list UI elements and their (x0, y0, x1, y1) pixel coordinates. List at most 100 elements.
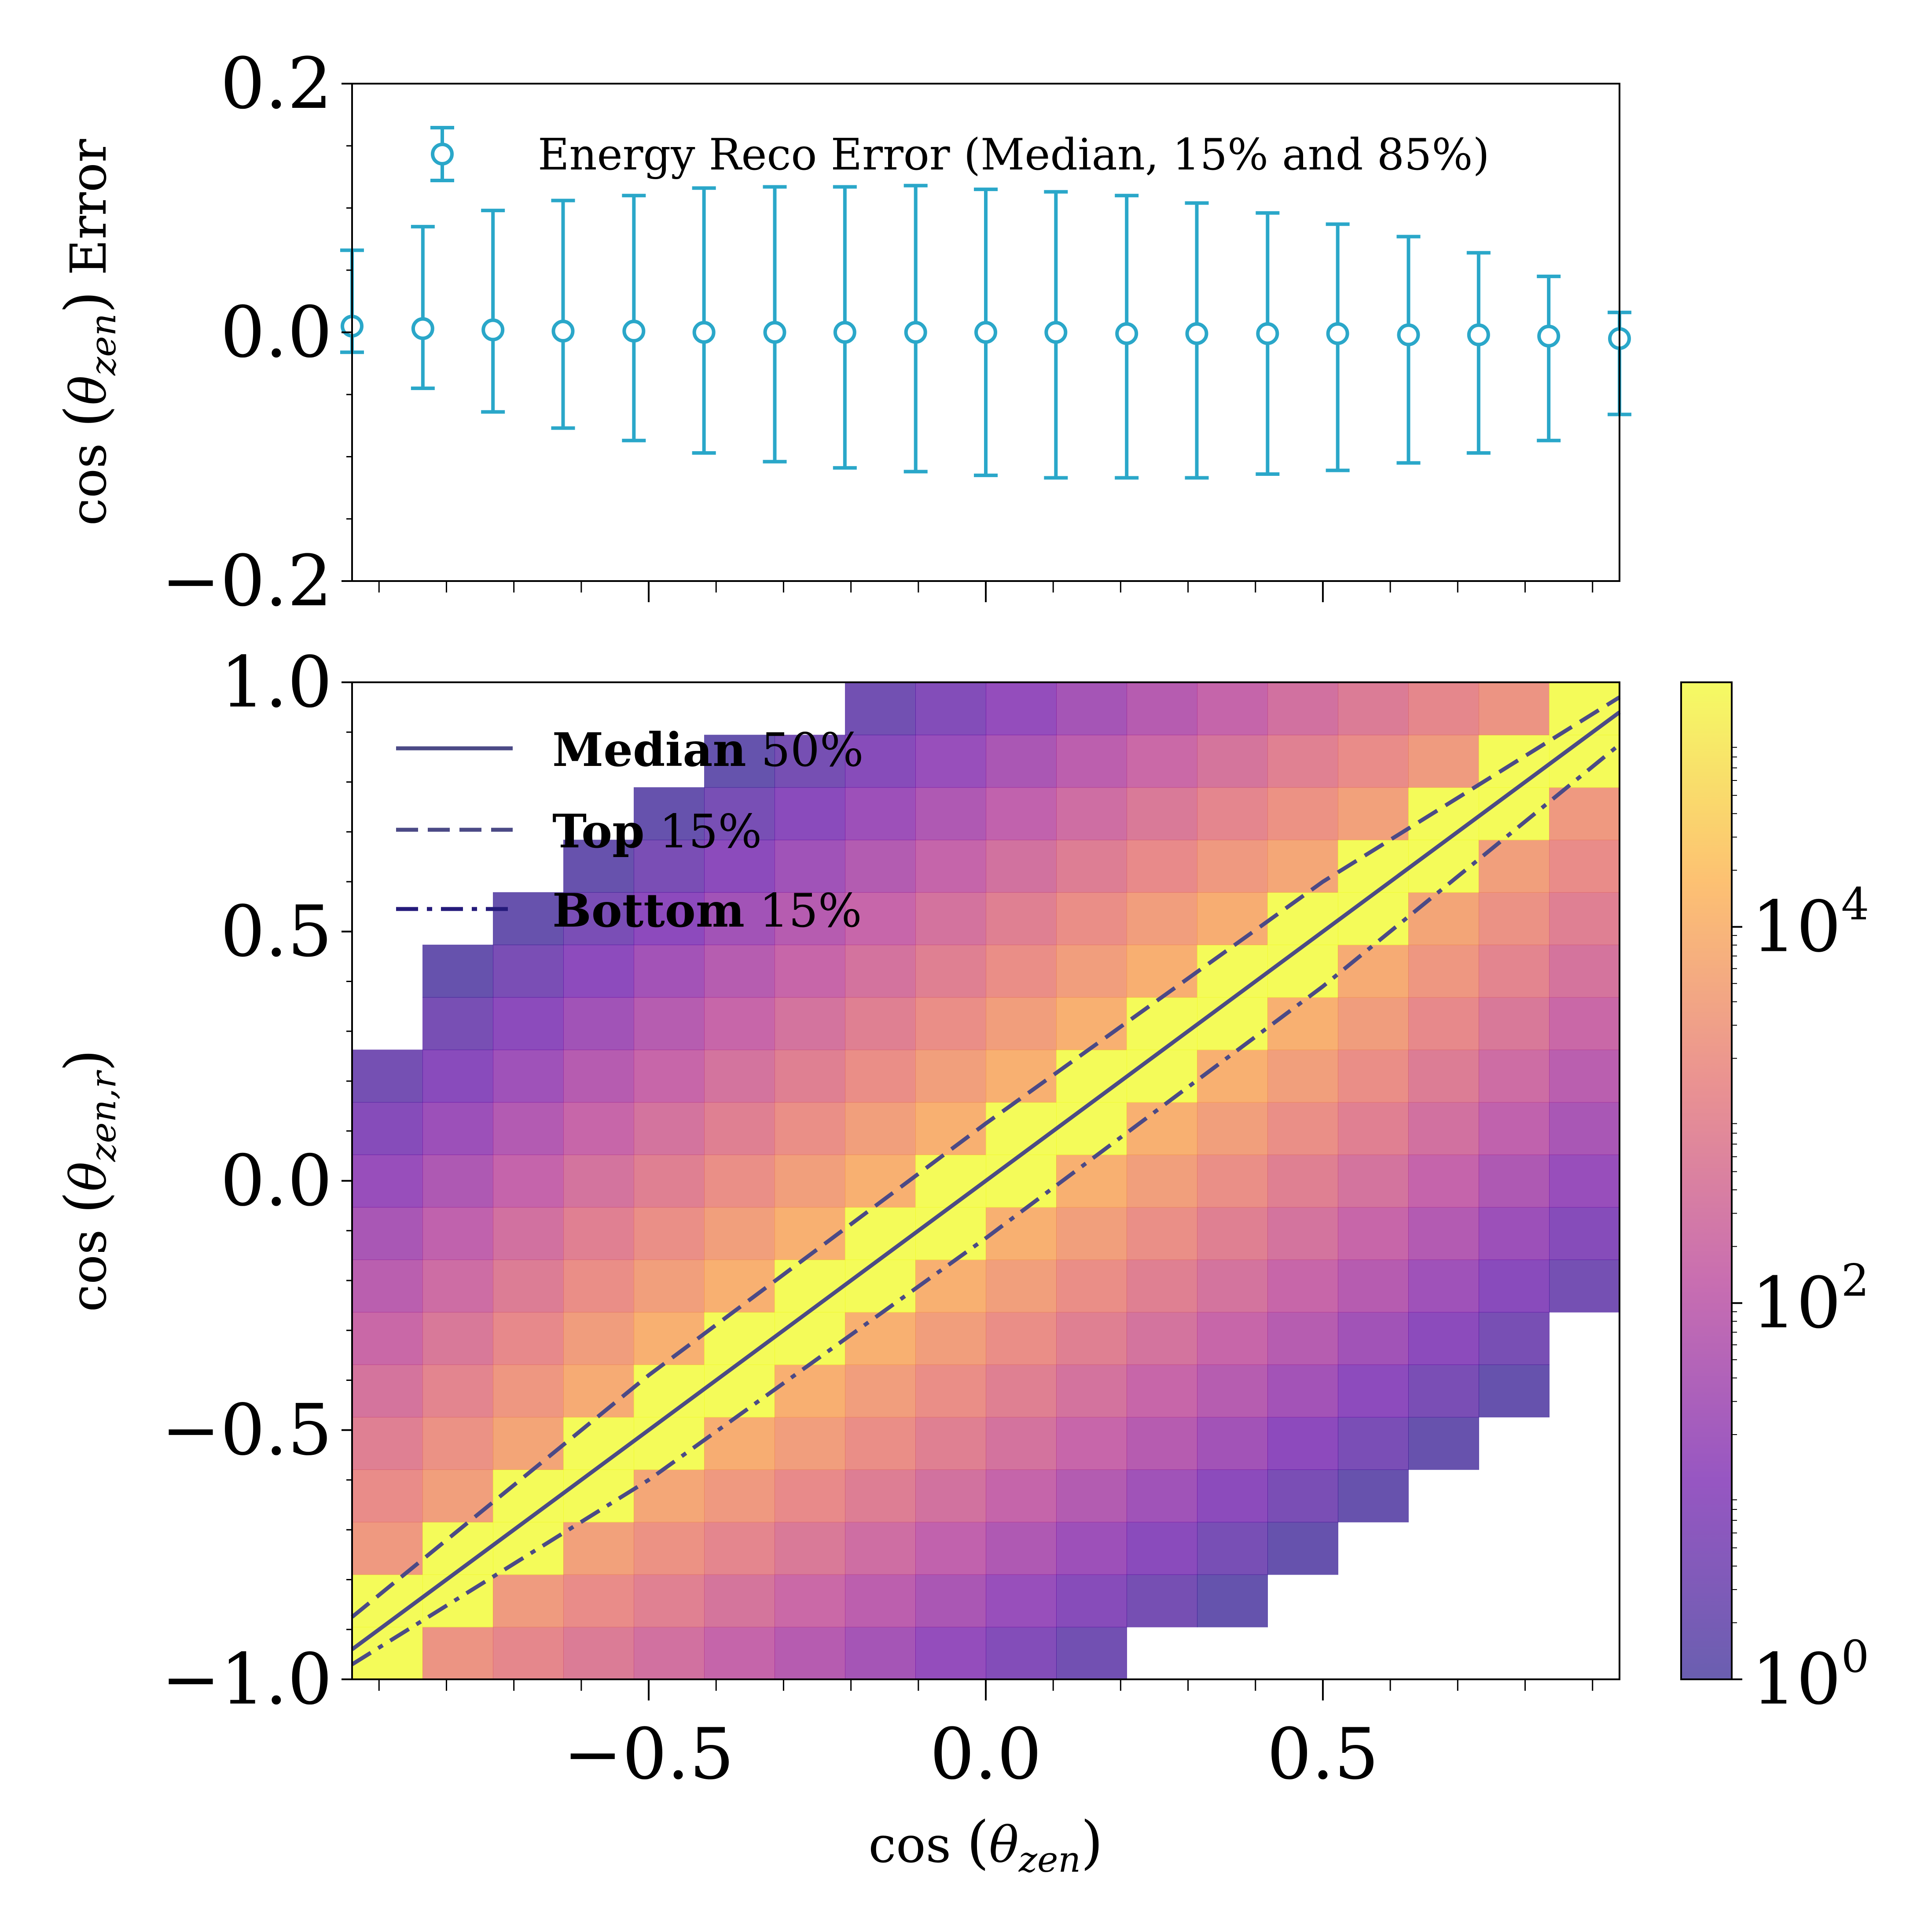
heatmap-cell (1408, 892, 1479, 946)
heatmap-cell (1549, 945, 1620, 998)
heatmap-cell (1197, 1207, 1268, 1260)
heatmap-cell (986, 735, 1057, 788)
heatmap-x-axis-label: cos (θzen) (868, 1809, 1103, 1880)
heatmap-cell (634, 892, 705, 946)
error-bar (833, 185, 857, 470)
heatmap-cell (775, 1259, 845, 1313)
heatmap-cell (986, 997, 1057, 1050)
error-median-marker (551, 320, 575, 343)
heatmap-cell (1056, 839, 1127, 893)
heatmap-cell (775, 997, 845, 1050)
heatmap-cell (563, 1312, 634, 1365)
heatmap-cell (634, 1102, 705, 1155)
heatmap-cell (563, 1049, 634, 1103)
heatmap-cell (775, 1154, 845, 1208)
heatmap-cell (845, 1469, 916, 1523)
heatmap-cell (493, 892, 564, 946)
heatmap-cell (704, 735, 775, 788)
heatmap-cell (1056, 1049, 1127, 1103)
heatmap-cell (704, 1259, 775, 1313)
legend-median-entry: Median 50% (552, 722, 864, 777)
heatmap-cell (915, 1049, 986, 1103)
heatmap-cell (1127, 1207, 1197, 1260)
heatmap-cell (986, 1207, 1057, 1260)
error-ylabel-prefix: cos (60, 443, 118, 526)
heatmap-cell (1479, 892, 1550, 946)
heatmap-cell (1338, 1102, 1409, 1155)
heatmap-cell (704, 1102, 775, 1155)
legend-median-name: Median (552, 722, 746, 777)
heatmap-cell (986, 945, 1057, 998)
heatmap-y-tick-label: 0.0 (220, 1140, 332, 1222)
heatmap-cell (422, 1627, 493, 1680)
error-median-marker (1185, 322, 1208, 345)
heatmap-cell (915, 892, 986, 946)
error-median-marker (1115, 322, 1138, 345)
heatmap-cell (1479, 1102, 1550, 1155)
heatmap-cell (634, 1049, 705, 1103)
heatmap-cell (493, 1154, 564, 1208)
heatmap-cell (986, 1049, 1057, 1103)
heatmap-cell (563, 1207, 634, 1260)
heatmap-cell (1197, 839, 1268, 893)
heatmap-cell (1056, 1364, 1127, 1417)
heatmap-cell (1408, 735, 1479, 788)
heatmap-cell (1127, 1364, 1197, 1417)
heatmap-cell (1408, 839, 1479, 893)
heatmap-cell (1408, 1417, 1479, 1470)
heatmap-cell (845, 997, 916, 1050)
error-bar (1326, 222, 1350, 472)
heatmap-cell (775, 1364, 845, 1417)
heatmap-cell (1549, 997, 1620, 1050)
heatmap-cell (1127, 945, 1197, 998)
heatmap-cell (634, 1627, 705, 1680)
heatmap-cell (1267, 735, 1338, 788)
error-bar (411, 224, 435, 390)
heatmap-cell (422, 1049, 493, 1103)
heatmap-cell (845, 1417, 916, 1470)
heatmap-cell (986, 1417, 1057, 1470)
heatmap-cell (1338, 1364, 1409, 1417)
heatmap-cell (1338, 1312, 1409, 1365)
colorbar-tick-label: 104 (1752, 879, 1869, 968)
error-median-marker (622, 320, 646, 343)
heatmap-cell (704, 892, 775, 946)
heatmap-cell (493, 1627, 564, 1680)
heatmap-cell (493, 1259, 564, 1313)
heatmap-cell (1549, 1102, 1620, 1155)
colorbar-frame (1680, 681, 1733, 1680)
heatmap-cell (1056, 1312, 1127, 1365)
heatmap-cell (775, 1627, 845, 1680)
error-bar (481, 209, 505, 414)
quantile-lines (351, 696, 1621, 1666)
heatmap-cell (1056, 1522, 1127, 1575)
heatmap-cell (845, 1102, 916, 1155)
error-x-axis (378, 581, 1594, 602)
error-median-marker (1044, 321, 1068, 344)
heatmap-cell (634, 1259, 705, 1313)
heatmap-cell (1408, 1364, 1479, 1417)
quantile-line-top (351, 696, 1621, 1619)
heatmap-cell (1267, 1364, 1338, 1417)
heatmap-cell (493, 1417, 564, 1470)
heatmap-y-tick-label: −0.5 (161, 1389, 332, 1471)
heatmap-cell (704, 1364, 775, 1417)
heatmap-cell (1338, 1469, 1409, 1523)
heatmap-cell (1549, 1154, 1620, 1208)
heatmap-cell (845, 892, 916, 946)
heatmap-cell (1338, 682, 1409, 736)
heatmap-cell (422, 997, 493, 1050)
error-bar (551, 199, 575, 430)
error-bar (622, 194, 646, 442)
heatmap-cell (775, 1102, 845, 1155)
heatmap-cell (986, 1364, 1057, 1417)
heatmap-cell (634, 1154, 705, 1208)
heatmap-cell (1549, 787, 1620, 840)
heatmap-cell (352, 1627, 423, 1680)
error-median-marker (1467, 323, 1490, 346)
heatmap-cell (1197, 1259, 1268, 1313)
heatmap-cell (634, 1417, 705, 1470)
heatmap-cell (915, 1207, 986, 1260)
heatmap-cell (1338, 1417, 1409, 1470)
heatmap-cell (352, 1259, 423, 1313)
